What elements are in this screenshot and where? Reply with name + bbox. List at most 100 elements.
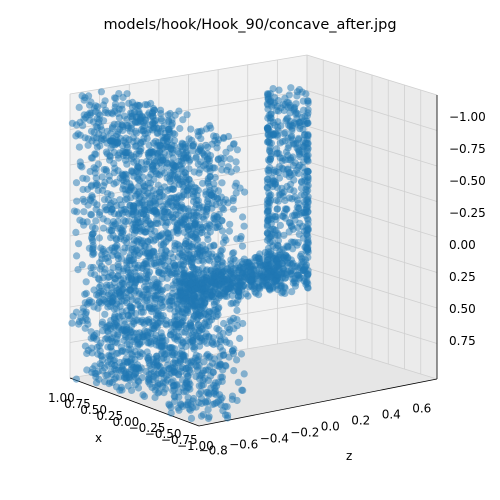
scatter-point xyxy=(276,277,284,285)
scatter-point xyxy=(82,278,90,286)
scatter-point xyxy=(143,348,151,356)
scatter-point xyxy=(105,226,113,234)
scatter-point xyxy=(293,115,301,123)
scatter-point xyxy=(177,143,185,151)
scatter-point xyxy=(150,325,158,333)
scatter-point xyxy=(187,279,195,288)
scatter-point xyxy=(72,132,80,140)
scatter-point xyxy=(72,121,81,129)
scatter-point xyxy=(207,124,215,132)
scatter-point xyxy=(102,166,110,174)
scatter-point xyxy=(287,256,295,264)
scatter-point xyxy=(206,228,214,236)
scatter-point xyxy=(142,257,150,266)
scatter-point xyxy=(121,320,129,328)
x-axis-label: x xyxy=(95,431,102,445)
scatter-point xyxy=(171,130,179,138)
scatter-point xyxy=(266,155,274,163)
scatter-point xyxy=(304,132,312,140)
scatter-point xyxy=(92,217,100,225)
scatter-point xyxy=(264,131,272,139)
vertical-tick-label: 0.25 xyxy=(449,270,476,284)
scatter-point xyxy=(187,242,195,250)
scatter-point xyxy=(124,124,132,132)
scatter-point xyxy=(232,158,240,166)
scatter-point xyxy=(287,269,295,278)
scatter-point xyxy=(293,196,301,204)
scatter-point xyxy=(207,191,216,199)
scatter-point xyxy=(297,184,306,192)
scatter-point xyxy=(73,252,81,260)
scatter-point xyxy=(159,153,167,162)
scatter-point xyxy=(127,269,135,277)
scatter-point xyxy=(183,111,191,119)
scatter-point xyxy=(291,238,299,246)
scatter-point xyxy=(281,274,290,282)
scatter-point xyxy=(116,235,124,243)
scatter-point xyxy=(142,228,150,236)
scatter-point xyxy=(191,219,199,227)
scatter-point xyxy=(224,323,232,332)
scatter-point xyxy=(148,165,156,173)
scatter-point xyxy=(80,208,88,216)
scatter-point xyxy=(171,382,179,390)
scatter-point xyxy=(85,244,93,252)
scatter-point xyxy=(68,319,76,327)
scatter-point xyxy=(147,112,155,120)
scatter-point xyxy=(135,199,143,207)
scatter-point xyxy=(72,179,81,187)
scatter-point xyxy=(79,218,87,226)
scatter-point xyxy=(80,96,88,104)
scatter-point xyxy=(109,123,117,131)
scatter-point xyxy=(115,105,123,113)
scatter-point xyxy=(127,312,135,320)
scatter-point xyxy=(202,399,210,407)
scatter-point xyxy=(180,191,188,199)
scatter-point xyxy=(274,237,283,245)
x-tick-label: 0.25 xyxy=(96,409,123,423)
scatter-point xyxy=(171,393,179,401)
scatter-point xyxy=(181,240,190,248)
scatter-point xyxy=(194,160,202,168)
scatter-point xyxy=(266,143,274,152)
z-tick-label: 0.2 xyxy=(351,413,370,427)
scatter-point xyxy=(84,141,92,149)
scatter-point xyxy=(199,257,207,266)
scatter-point xyxy=(211,173,219,182)
x-tick-label: 0.75 xyxy=(64,397,91,411)
scatter-point xyxy=(187,125,195,133)
scatter-point xyxy=(192,372,200,381)
scatter-point xyxy=(150,372,158,380)
scatter-point xyxy=(210,260,219,268)
scatter-point xyxy=(163,200,171,208)
scatter-point xyxy=(123,160,131,168)
scatter-point xyxy=(174,332,182,341)
scatter-point xyxy=(159,312,167,320)
scatter-point xyxy=(154,307,162,315)
scatter-point xyxy=(79,185,87,194)
scatter-point xyxy=(201,374,209,382)
scatter-point xyxy=(215,303,223,312)
scatter-point xyxy=(204,414,213,422)
grid-line xyxy=(306,54,438,96)
scatter-point xyxy=(208,140,216,148)
z-tick-label: −0.8 xyxy=(199,444,228,458)
scatter-point xyxy=(79,304,87,312)
scatter-point xyxy=(299,258,308,266)
scatter-point xyxy=(269,85,277,93)
scatter-point xyxy=(145,173,153,181)
scatter-point xyxy=(301,177,309,185)
scatter-point xyxy=(134,384,143,392)
scatter-point xyxy=(256,250,264,258)
scatter-point xyxy=(125,285,134,294)
scatter-point xyxy=(205,182,213,191)
scatter-point xyxy=(299,234,307,242)
scatter-point xyxy=(150,237,158,245)
scatter-point xyxy=(204,235,212,243)
scatter-point xyxy=(180,388,188,396)
scatter-point xyxy=(233,396,241,405)
scatter-point xyxy=(280,257,288,265)
scatter-point xyxy=(112,94,120,102)
scatter-point xyxy=(227,318,235,326)
scatter-point xyxy=(141,187,149,195)
